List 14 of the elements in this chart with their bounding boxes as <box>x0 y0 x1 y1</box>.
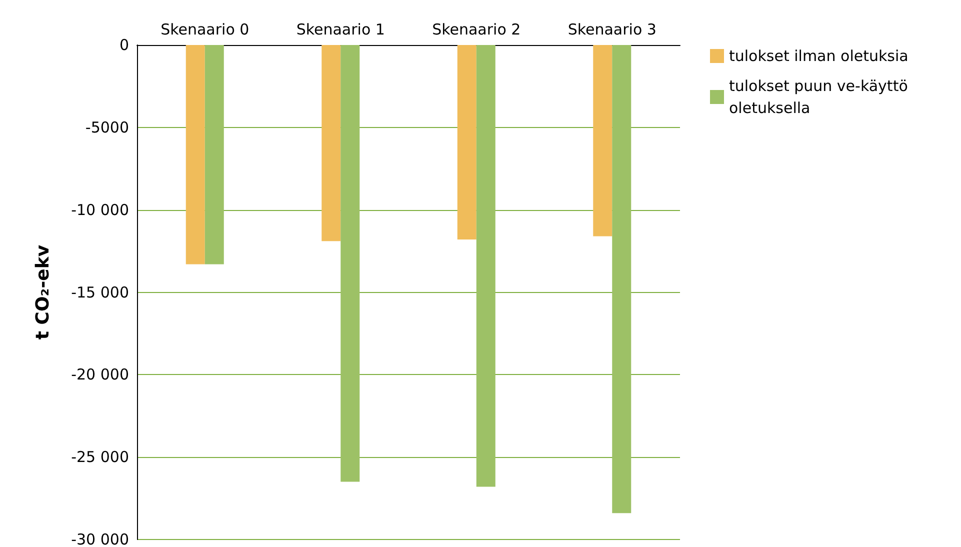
legend-label: tulokset ilman oletuksia <box>729 47 908 65</box>
y-tick-label: -30 000 <box>71 530 129 547</box>
x-tick-label: Skenaario 0 <box>160 20 250 38</box>
x-tick-label: Skenaario 3 <box>568 20 656 38</box>
y-tick-label: -25 000 <box>71 448 129 466</box>
y-tick-label: -5000 <box>85 118 129 136</box>
x-tick-label: Skenaario 1 <box>296 20 385 38</box>
y-tick-label: -15 000 <box>71 283 129 302</box>
y-tick-label: 0 <box>119 36 129 54</box>
y-tick-label: -20 000 <box>71 366 129 384</box>
y-axis-title: t CO₂-ekv <box>32 244 54 340</box>
x-tick-label: Skenaario 2 <box>432 20 521 38</box>
y-tick-label: -10 000 <box>71 200 129 219</box>
legend-label: tulokset puun ve-käyttö oletuksella <box>729 77 913 117</box>
